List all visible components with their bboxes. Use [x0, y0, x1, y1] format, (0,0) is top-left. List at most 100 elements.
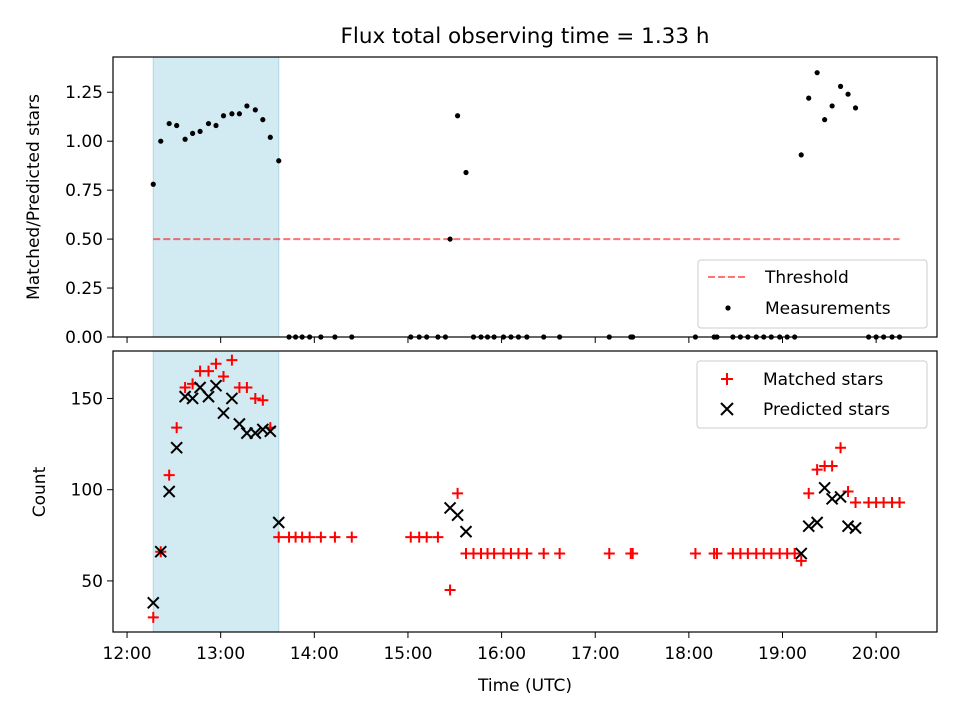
predicted-star-point: [264, 425, 277, 438]
matched-star-point: [795, 555, 807, 567]
bottom-y-tick-label: 150: [71, 389, 103, 409]
bottom-y-axis-label: Count: [30, 466, 50, 517]
matched-star-point: [179, 381, 191, 393]
matched-star-point: [432, 531, 444, 543]
x-tick-label: 18:00: [664, 644, 713, 664]
legend-threshold-label: Threshold: [764, 268, 849, 288]
bottom-panel: 50 100 150 12:00 13:00 14:00 15:00 16:00 17:00 18…: [30, 350, 938, 696]
measurement-point: [852, 105, 859, 111]
bottom-y-tick-label: 100: [71, 481, 103, 501]
bottom-plot-area: [147, 354, 906, 623]
matched-star-point: [273, 531, 285, 543]
top-y-tick-label: 1.25: [65, 83, 103, 103]
top-y-tick-label: 1.00: [65, 132, 103, 152]
top-shaded-span: [152, 56, 280, 338]
measurement-point: [267, 134, 273, 140]
bottom-shaded-span: [152, 350, 280, 633]
matched-star-point: [627, 548, 639, 560]
x-tick-label: 17:00: [571, 644, 620, 664]
top-panel: 0.00 0.25 0.50 0.75 1.00 1.25 Matched/Predict…: [24, 56, 938, 348]
predicted-star-point: [225, 392, 239, 405]
top-axes-frame: [112, 56, 938, 338]
matched-star-point: [850, 496, 862, 508]
measurement-point: [189, 130, 196, 136]
matched-star-point: [147, 611, 159, 623]
predicted-star-point: [256, 423, 270, 436]
predicted-star-point: [795, 547, 808, 560]
matched-star-point: [689, 548, 701, 560]
matched-star-point: [538, 548, 550, 560]
matched-star-point: [554, 548, 566, 560]
measurement-point: [213, 122, 219, 129]
measurement-point: [829, 103, 835, 109]
top-y-tick-label: 0.75: [65, 181, 103, 201]
matched-star-point: [811, 464, 823, 476]
predicted-star-point: [209, 379, 223, 392]
matched-star-point: [226, 354, 238, 366]
measurement-point: [220, 113, 227, 119]
top-legend-box: [697, 259, 928, 329]
matched-star-point: [452, 487, 464, 499]
bottom-legend: Matched stars Predicted stars: [696, 360, 928, 429]
measurement-point: [447, 236, 453, 242]
matched-star-point: [329, 531, 341, 543]
top-legend: Threshold Measurements: [697, 259, 928, 329]
legend-measurements-label: Measurements: [765, 299, 891, 319]
predicted-star-point: [249, 426, 262, 440]
measurement-point: [845, 91, 851, 97]
matched-star-point: [203, 365, 215, 377]
bottom-y-tick-label: 50: [81, 572, 103, 592]
predicted-star-point: [272, 516, 285, 529]
predicted-star-point: [186, 392, 199, 405]
top-y-axis-label: Matched/Predicted stars: [24, 94, 44, 300]
predicted-star-point: [178, 390, 192, 403]
measurement-point: [806, 95, 812, 101]
predicted-star-point: [849, 521, 862, 535]
matched-star-point: [488, 548, 500, 560]
measurement-point: [814, 70, 820, 76]
matched-star-point: [241, 381, 253, 393]
matched-star-point: [789, 548, 801, 560]
top-y-tick-label: 0.00: [65, 328, 103, 348]
measurement-point: [822, 117, 828, 123]
x-tick-label: 20:00: [852, 644, 901, 664]
top-y-tick-label: 0.50: [65, 230, 103, 250]
bottom-legend-box: [696, 360, 928, 429]
top-axis-ticks: 0.00 0.25 0.50 0.75 1.00 1.25: [65, 83, 877, 348]
predicted-star-point: [841, 519, 855, 533]
predicted-star-point: [162, 485, 176, 498]
predicted-star-point: [459, 525, 473, 538]
chart-title: Flux total observing time = 1.33 h: [341, 24, 710, 49]
measurement-point: [454, 113, 461, 119]
predicted-star-point: [170, 441, 183, 454]
bottom-axes-frame: [112, 350, 938, 633]
matched-star-point: [257, 394, 269, 406]
x-tick-label: 14:00: [290, 644, 339, 664]
matched-star-point: [835, 442, 847, 454]
x-tick-label: 16:00: [477, 644, 526, 664]
measurement-point: [276, 158, 282, 164]
matched-star-point: [315, 531, 327, 543]
x-axis-label: Time (UTC): [477, 676, 572, 696]
legend-matched-label: Matched stars: [763, 370, 883, 390]
matched-star-point: [711, 548, 723, 560]
matched-star-point: [894, 496, 906, 508]
predicted-star-point: [810, 516, 824, 529]
measurement-point: [166, 120, 172, 127]
matched-star-point: [217, 371, 229, 383]
measurement-point: [229, 111, 235, 117]
x-tick-label: 15:00: [383, 644, 432, 664]
matched-star-point: [304, 531, 316, 543]
predicted-star-point: [154, 545, 167, 558]
predicted-star-point: [202, 390, 215, 403]
bottom-shaded-region: [152, 350, 280, 633]
predicted-star-point: [802, 519, 815, 533]
predicted-star-point: [818, 481, 831, 495]
predicted-star-point: [451, 509, 464, 522]
top-shaded-region: [152, 56, 280, 338]
matched-star-point: [421, 531, 433, 543]
matched-star-point: [163, 469, 175, 481]
matched-star-point: [603, 548, 615, 560]
predicted-star-point: [233, 417, 246, 431]
